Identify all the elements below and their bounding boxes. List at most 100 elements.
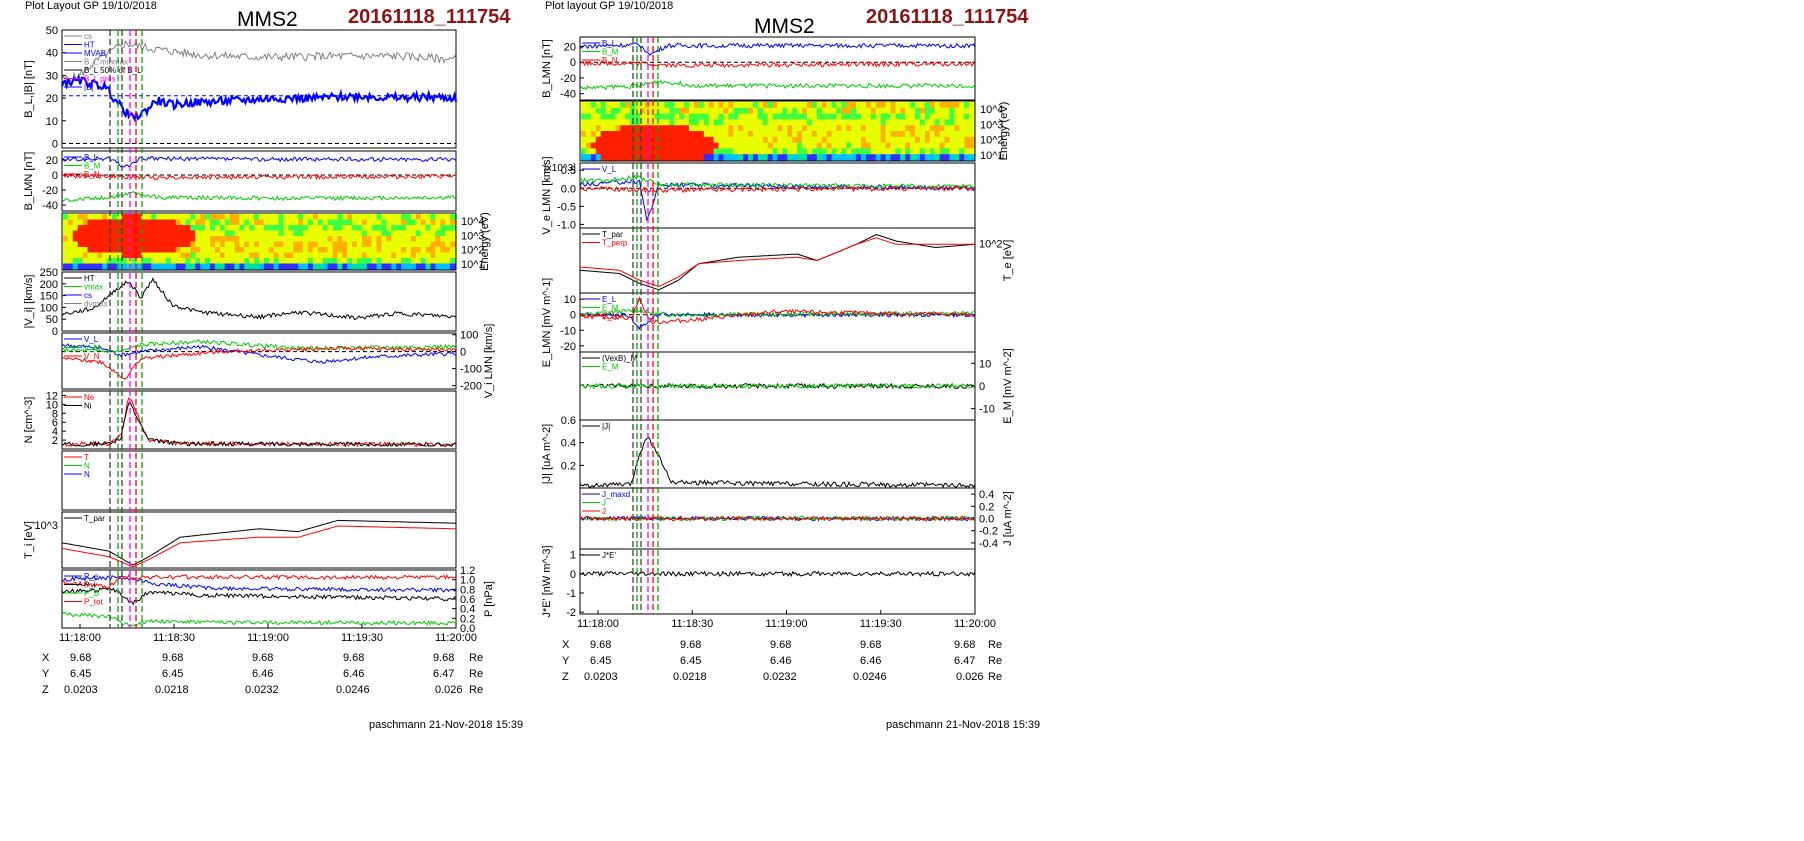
spectrogram-cell: [165, 219, 172, 226]
spectrogram-cell: [381, 258, 387, 264]
spectrogram-cell: [224, 252, 231, 259]
spectrogram-cell: [610, 154, 616, 161]
spectrogram-cell: [718, 102, 724, 109]
spectrogram-cell: [410, 247, 417, 253]
spectrogram-cell: [342, 247, 348, 253]
spectrogram-cell: [679, 125, 685, 132]
spectrogram-cell: [239, 258, 245, 264]
coord-unit: Re: [988, 655, 1003, 667]
spectrogram-cell: [924, 107, 931, 115]
spectrogram-cell: [214, 219, 221, 226]
spectrogram-cell: [733, 102, 739, 109]
spectrogram-cell: [767, 131, 774, 138]
spectrogram-cell: [180, 263, 186, 270]
spectrogram-cell: [831, 154, 837, 161]
spectrogram-cell: [900, 119, 906, 126]
spectrogram-cell: [450, 252, 456, 259]
spectrogram-cell: [752, 119, 759, 126]
spectrogram-cell: [748, 119, 754, 126]
spectrogram-cell: [146, 247, 152, 253]
spectrogram-cell: [713, 102, 720, 109]
spectrogram-cell: [229, 236, 235, 242]
spectrogram-cell: [708, 148, 715, 155]
coord-unit: Re: [469, 668, 484, 680]
spectrogram-cell: [635, 136, 641, 144]
spectrogram-cell: [278, 252, 284, 259]
spectrogram-cell: [890, 142, 896, 149]
spectrogram-cell: [121, 258, 128, 264]
spectrogram-cell: [581, 136, 587, 144]
spectrogram-cell: [865, 142, 872, 149]
series-line: [579, 382, 976, 390]
spectrogram-cell: [856, 107, 862, 115]
spectrogram-cell: [195, 263, 201, 270]
spectrogram-cell: [934, 136, 941, 144]
spectrogram-cell: [63, 236, 69, 242]
spectrogram-cell: [625, 148, 631, 155]
spectrogram-cell: [170, 225, 177, 231]
spectrogram-cell: [63, 247, 69, 253]
spectrogram-cell: [792, 131, 798, 138]
spectrogram-cell: [406, 241, 412, 248]
spectrogram-cell: [639, 125, 646, 132]
spectrogram-cell: [175, 263, 182, 270]
spectrogram-cell: [268, 252, 275, 259]
legend-label: N: [84, 470, 90, 479]
spectrogram-cell: [767, 136, 774, 144]
tick-label: 0: [460, 347, 466, 359]
spectrogram-cell: [659, 125, 666, 132]
spectrogram-cell: [748, 148, 754, 155]
spectrogram-cell: [693, 113, 700, 120]
spectrogram-cell: [352, 258, 358, 264]
spectrogram-cell: [949, 113, 955, 120]
spectrogram-cell: [826, 136, 833, 144]
tick-label: 0: [570, 57, 576, 69]
spectrogram-cell: [708, 154, 715, 161]
spectrogram-cell: [131, 258, 137, 264]
spectrogram-cell: [116, 241, 123, 248]
spectrogram-cell: [327, 230, 333, 237]
spectrogram-cell: [430, 225, 436, 231]
spectrogram-cell: [743, 125, 749, 132]
spectrogram-cell: [836, 136, 842, 144]
spectrogram-cell: [748, 125, 754, 132]
spectrogram-cell: [875, 148, 882, 155]
spectrogram-cell: [679, 136, 685, 144]
spectrogram-cell: [112, 258, 118, 264]
spectrogram-cell: [654, 148, 661, 155]
spectrogram-cell: [689, 119, 695, 126]
spectrogram-cell: [782, 102, 788, 109]
spectrogram-cell: [620, 113, 626, 120]
spectrogram-cell: [151, 214, 157, 220]
spectrogram-cell: [635, 102, 641, 109]
legend-label: B_L: [602, 39, 617, 48]
spectrogram-cell: [772, 154, 778, 161]
spectrogram-cell: [352, 230, 358, 237]
spectrogram-cell: [239, 263, 245, 270]
spectrogram-cell: [841, 148, 847, 155]
spectrogram-cell: [190, 241, 196, 248]
spectrogram-cell: [293, 263, 299, 270]
spectrogram-cell: [293, 247, 299, 253]
spectrogram-cell: [954, 125, 960, 132]
spectrogram-cell: [317, 258, 324, 264]
spectrogram-cell: [787, 148, 793, 155]
spectrogram-cell: [969, 119, 975, 126]
spectrogram-cell: [322, 263, 329, 270]
spectrogram-cell: [77, 214, 84, 220]
spectrogram-cell: [195, 236, 201, 242]
spectrogram-cell: [861, 119, 867, 126]
spectrogram-cell: [141, 263, 147, 270]
spectrogram-cell: [195, 258, 201, 264]
spectrogram-cell: [67, 219, 74, 226]
spectrogram-cell: [944, 102, 950, 109]
spectrogram-cell: [944, 148, 950, 155]
legend-label: |J|: [602, 422, 610, 431]
spectrogram-cell: [841, 113, 847, 120]
spectrogram-cell: [777, 142, 783, 149]
legend-label: |B|: [84, 83, 94, 92]
spectrogram-cell: [72, 214, 79, 220]
spectrogram-cell: [836, 107, 842, 115]
spectrogram-cell: [401, 214, 407, 220]
spectrogram-cell: [806, 113, 813, 120]
